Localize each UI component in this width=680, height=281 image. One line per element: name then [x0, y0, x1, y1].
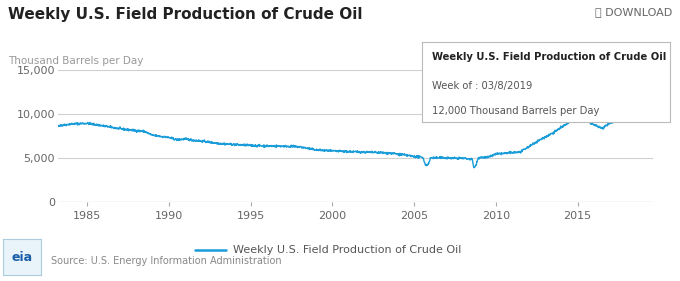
Text: Weekly U.S. Field Production of Crude Oil: Weekly U.S. Field Production of Crude Oi…: [432, 52, 666, 62]
Text: Week of : 03/8/2019: Week of : 03/8/2019: [432, 81, 532, 90]
Text: Weekly U.S. Field Production of Crude Oil: Weekly U.S. Field Production of Crude Oi…: [233, 245, 462, 255]
Text: ⤓ DOWNLOAD: ⤓ DOWNLOAD: [594, 7, 672, 17]
Text: eia: eia: [12, 251, 33, 264]
Text: Thousand Barrels per Day: Thousand Barrels per Day: [8, 56, 143, 66]
Text: Source: U.S. Energy Information Administration: Source: U.S. Energy Information Administ…: [51, 255, 282, 266]
Text: 12,000 Thousand Barrels per Day: 12,000 Thousand Barrels per Day: [432, 106, 599, 116]
Text: Weekly U.S. Field Production of Crude Oil: Weekly U.S. Field Production of Crude Oi…: [8, 7, 362, 22]
